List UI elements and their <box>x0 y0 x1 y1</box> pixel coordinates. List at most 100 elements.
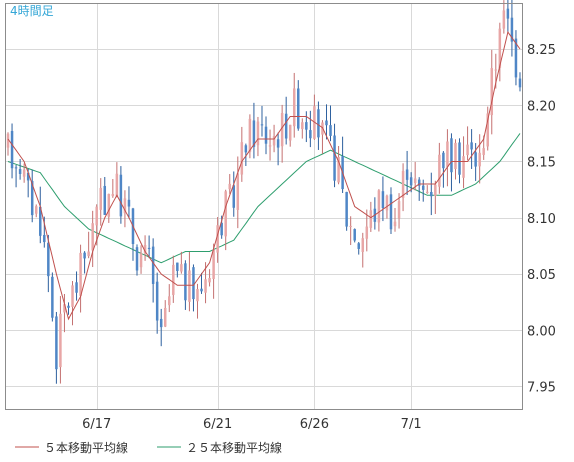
candle-up <box>71 285 74 307</box>
legend-ma25-label: ２５本移動平均線 <box>186 440 282 455</box>
candle-down <box>67 305 70 308</box>
candle-up <box>401 170 405 198</box>
candle-down <box>252 120 256 147</box>
candle-down <box>381 191 385 209</box>
candle-up <box>87 251 90 257</box>
candle-up <box>466 144 469 156</box>
candle-up <box>462 156 465 178</box>
candle-up <box>490 68 494 116</box>
candle-up <box>99 187 102 210</box>
candle-up <box>63 304 66 313</box>
candle-down <box>470 142 473 150</box>
candle-down <box>329 125 332 136</box>
legend-ma5-label: ５本移動平均線 <box>44 440 128 455</box>
candle-down <box>458 142 461 175</box>
candle-up <box>385 195 389 211</box>
candle-up <box>280 113 284 147</box>
candle-up <box>228 183 231 190</box>
candle-down <box>184 263 187 301</box>
y-tick-label: 8.15 <box>527 156 556 171</box>
candle-down <box>75 282 78 293</box>
candle-up <box>196 289 199 302</box>
candle-down <box>506 8 510 19</box>
candle-up <box>502 10 506 29</box>
candle-up <box>397 201 401 219</box>
legend: ５本移動平均線 ２５本移動平均線 <box>15 440 282 455</box>
candle-up <box>498 28 502 69</box>
candle-up <box>377 190 381 223</box>
candle-down <box>409 177 413 186</box>
candle-up <box>123 198 127 214</box>
candle-up <box>301 122 304 130</box>
candle-down <box>151 246 155 284</box>
candle-down <box>417 179 421 186</box>
candle-up <box>212 249 215 279</box>
candle-down <box>127 199 131 207</box>
ma5-line <box>7 30 521 321</box>
candle-down <box>421 185 425 190</box>
candle-down <box>474 152 477 167</box>
candle-down <box>357 243 360 249</box>
candle-down <box>30 180 34 216</box>
x-tick-label: 7/1 <box>401 417 422 432</box>
x-tick-label: 6/17 <box>82 417 111 432</box>
candle-down <box>159 318 163 328</box>
candle-up <box>482 148 485 155</box>
candle-up <box>288 124 292 141</box>
candle-up <box>438 154 441 187</box>
candle-down <box>264 126 268 144</box>
candle-down <box>325 120 328 126</box>
candle-up <box>224 191 227 237</box>
candle-down <box>232 185 236 208</box>
candle-up <box>115 173 119 197</box>
candle-up <box>91 223 94 251</box>
candle-down <box>135 247 139 271</box>
candle-up <box>204 279 207 293</box>
plot-frame <box>5 3 523 410</box>
candle-down <box>276 139 280 148</box>
candle-down <box>14 167 18 169</box>
candle-up <box>111 193 115 197</box>
y-tick-label: 8.20 <box>527 99 556 114</box>
candle-up <box>79 252 82 296</box>
candle-down <box>83 252 86 259</box>
candle-down <box>10 130 14 169</box>
candle-up <box>240 142 244 175</box>
candle-up <box>268 145 272 147</box>
candle-down <box>192 267 195 300</box>
candle-down <box>51 276 54 318</box>
candle-down <box>353 229 356 241</box>
candle-down <box>317 109 320 138</box>
candle-up <box>139 253 143 268</box>
candle-down <box>297 88 300 129</box>
candle-up <box>361 238 365 252</box>
candle-up <box>393 221 397 227</box>
candle-up <box>34 206 38 214</box>
candle-down <box>284 113 288 139</box>
candle-up <box>446 141 449 167</box>
candle-down <box>518 78 522 88</box>
candle-up <box>272 136 276 146</box>
candle-up <box>337 157 340 183</box>
candle-down <box>333 135 336 181</box>
y-tick-label: 7.95 <box>527 381 556 396</box>
candle-up <box>6 133 10 148</box>
y-tick-label: 8.10 <box>527 212 556 227</box>
candle-down <box>260 124 264 126</box>
x-tick-label: 6/21 <box>203 417 232 432</box>
candle-up <box>256 121 260 146</box>
candle-up <box>216 225 219 253</box>
candle-down <box>55 316 58 370</box>
candle-down <box>514 38 518 78</box>
candle-up <box>95 206 98 226</box>
candle-up <box>248 118 252 153</box>
candle-down <box>18 169 22 174</box>
candle-up <box>454 142 457 170</box>
candle-down <box>155 281 159 321</box>
candle-up <box>292 88 296 127</box>
candle-up <box>59 313 62 368</box>
candle-up <box>434 184 437 196</box>
candle-up <box>188 270 191 302</box>
candle-up <box>180 264 183 272</box>
